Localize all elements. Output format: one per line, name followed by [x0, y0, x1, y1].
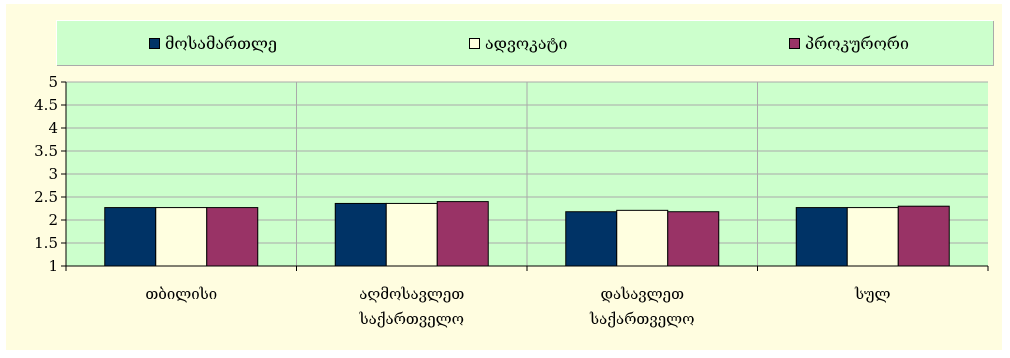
category-label-2-line-1: საქართველო: [589, 310, 695, 328]
bar-series-1-cat-3: [846, 207, 899, 267]
bar-series-0-cat-3: [795, 207, 848, 267]
bar-series-2-cat-3: [897, 205, 950, 267]
legend-swatch-prosecutor: [789, 37, 800, 49]
bar-series-1-cat-0: [155, 207, 208, 267]
legend-label-judge: მოსამართლე: [165, 33, 277, 53]
bar-series-1-cat-2: [616, 209, 669, 267]
y-tick-label-3: 2.5: [34, 188, 58, 206]
bar-series-0-cat-0: [104, 207, 157, 267]
legend-swatch-lawyer: [469, 37, 480, 49]
plot-area: 1 1.5 2 2.5 3 3.5 4 4.5 5 თბილისი აღმოსავლეთ საქართ…: [34, 73, 989, 328]
y-tick-label-6: 4: [48, 119, 58, 137]
y-tick-label-7: 4.5: [34, 96, 58, 114]
legend-item-judge: მოსამართლე: [149, 33, 277, 53]
bar-series-0-cat-2: [565, 211, 618, 267]
legend-swatch-judge: [149, 37, 160, 49]
bar-series-1-cat-1: [385, 202, 438, 267]
y-tick-label-4: 3: [48, 165, 58, 183]
legend-item-prosecutor: პროკურორი: [789, 33, 909, 53]
bar-series-2-cat-2: [667, 211, 720, 267]
y-tick-label-2: 2: [48, 211, 58, 229]
chart-frame: მოსამართლე ადვოკატი პროკურორი 1 1.5 2 2.5 3 3…: [6, 4, 1002, 350]
legend-label-lawyer: ადვოკატი: [485, 33, 568, 53]
category-label-2-line-0: დასავლეთ: [600, 285, 684, 303]
legend-label-prosecutor: პროკურორი: [805, 33, 909, 53]
y-tick-label-1: 1.5: [34, 234, 58, 252]
bar-series-2-cat-1: [436, 201, 489, 267]
bar-series-0-cat-1: [334, 202, 387, 267]
category-label-1-line-1: საქართველო: [358, 310, 464, 328]
category-label-0-line-0: თბილისი: [145, 285, 217, 303]
legend-item-lawyer: ადვოკატი: [469, 33, 567, 53]
bar-series-2-cat-0: [206, 207, 259, 267]
category-label-1-line-0: აღმოსავლეთ: [359, 285, 464, 303]
y-tick-label-8: 5: [48, 73, 58, 91]
category-label-3-line-0: სულ: [854, 285, 891, 303]
y-tick-label-5: 3.5: [34, 142, 58, 160]
y-tick-label-0: 1: [48, 257, 58, 275]
legend: მოსამართლე ადვოკატი პროკურორი: [56, 20, 993, 65]
